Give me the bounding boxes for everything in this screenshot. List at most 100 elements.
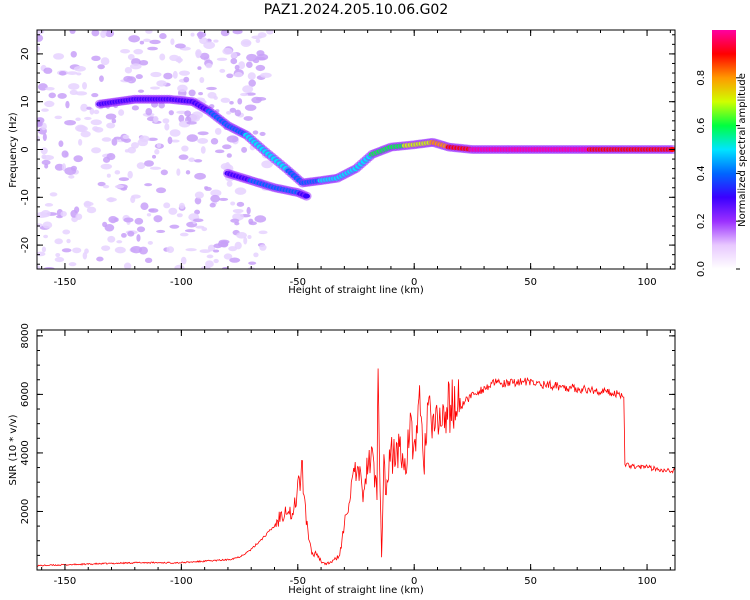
speckle	[68, 83, 80, 90]
speckle	[214, 127, 222, 135]
speckle	[146, 213, 152, 217]
speckle	[255, 38, 261, 43]
speckle	[234, 71, 243, 78]
speckle	[83, 200, 92, 208]
speckle	[230, 218, 240, 223]
speckle	[232, 208, 244, 214]
speckle	[259, 131, 266, 136]
speckle	[93, 127, 104, 133]
speckle	[96, 256, 104, 262]
speckle	[75, 117, 81, 122]
speckle	[223, 253, 233, 260]
speckle	[82, 82, 88, 90]
speckle	[37, 135, 41, 142]
speckle	[194, 197, 202, 205]
speckle	[86, 206, 97, 214]
speckle	[180, 256, 187, 265]
speckle	[64, 167, 77, 176]
speckle	[188, 157, 196, 163]
speckle	[84, 248, 89, 254]
speckle	[41, 159, 51, 165]
speckle	[184, 229, 196, 233]
speckle	[160, 169, 168, 176]
speckle	[210, 189, 222, 197]
speckle	[43, 67, 53, 74]
x-tick-label: 100	[638, 277, 657, 288]
speckle	[229, 257, 241, 263]
speckle	[91, 147, 102, 154]
speckle	[156, 229, 166, 233]
speckle	[178, 202, 185, 210]
speckle	[153, 215, 163, 223]
speckle	[216, 57, 228, 61]
speckle	[159, 33, 167, 40]
speckle	[97, 181, 106, 187]
speckle	[136, 234, 141, 242]
speckle	[164, 123, 170, 131]
speckle	[61, 163, 66, 172]
speckle	[147, 137, 158, 141]
speckle	[195, 49, 202, 58]
speckle	[114, 184, 125, 189]
speckle	[144, 160, 154, 167]
speckle	[163, 72, 173, 80]
speckle	[243, 236, 248, 245]
speckle	[149, 86, 160, 90]
speckle	[266, 30, 274, 35]
speckle	[234, 109, 242, 117]
speckle	[238, 61, 246, 70]
speckle	[58, 71, 67, 76]
speckle	[37, 34, 44, 42]
speckle	[122, 134, 130, 140]
speckle	[230, 52, 238, 59]
colorbar: 0.0 0.2 0.4 0.6 0.8 Normalized spectral ampli…	[696, 30, 748, 277]
speckle	[114, 246, 126, 254]
speckle	[42, 221, 53, 229]
speckle	[113, 136, 122, 140]
speckle	[118, 109, 125, 116]
speckle	[181, 145, 189, 152]
speckle	[172, 70, 178, 79]
colorbar-tick-label: 0.2	[696, 213, 707, 229]
speckle	[210, 138, 219, 145]
speckle	[209, 202, 216, 208]
speckle	[186, 134, 198, 142]
speckle	[80, 130, 91, 138]
speckle	[89, 107, 95, 115]
speckle	[43, 234, 49, 239]
speckle	[194, 209, 201, 215]
speckle	[74, 206, 80, 214]
figure-title: PAZ1.2024.205.10.06.G02	[264, 2, 449, 18]
x-tick-label: 0	[411, 576, 417, 587]
speckle	[65, 100, 70, 109]
speckle	[242, 85, 254, 94]
speckle	[168, 207, 178, 215]
speckle	[106, 173, 111, 178]
speckle	[242, 40, 252, 46]
speckle	[199, 52, 210, 60]
speckle	[203, 41, 216, 49]
bottom-plot-frame	[36, 329, 676, 571]
speckle	[58, 140, 64, 147]
speckle	[174, 43, 186, 49]
speckle	[61, 248, 72, 253]
speckle	[241, 146, 248, 153]
speckle	[137, 138, 148, 147]
speckle	[186, 121, 197, 125]
speckle	[107, 235, 116, 243]
speckle	[134, 217, 144, 225]
speckle	[255, 56, 266, 61]
speckle	[204, 186, 209, 190]
colorbar-label: Normalized spectral amplitude	[737, 73, 748, 227]
speckle	[129, 63, 142, 70]
speckle	[234, 241, 242, 250]
snr-series-line	[37, 368, 675, 567]
x-tick-label: -150	[54, 576, 77, 587]
speckle	[166, 246, 175, 254]
speckle	[76, 125, 88, 133]
speckle	[123, 75, 133, 82]
speckle	[130, 142, 139, 149]
speckle	[66, 71, 78, 75]
speckle	[97, 64, 105, 70]
